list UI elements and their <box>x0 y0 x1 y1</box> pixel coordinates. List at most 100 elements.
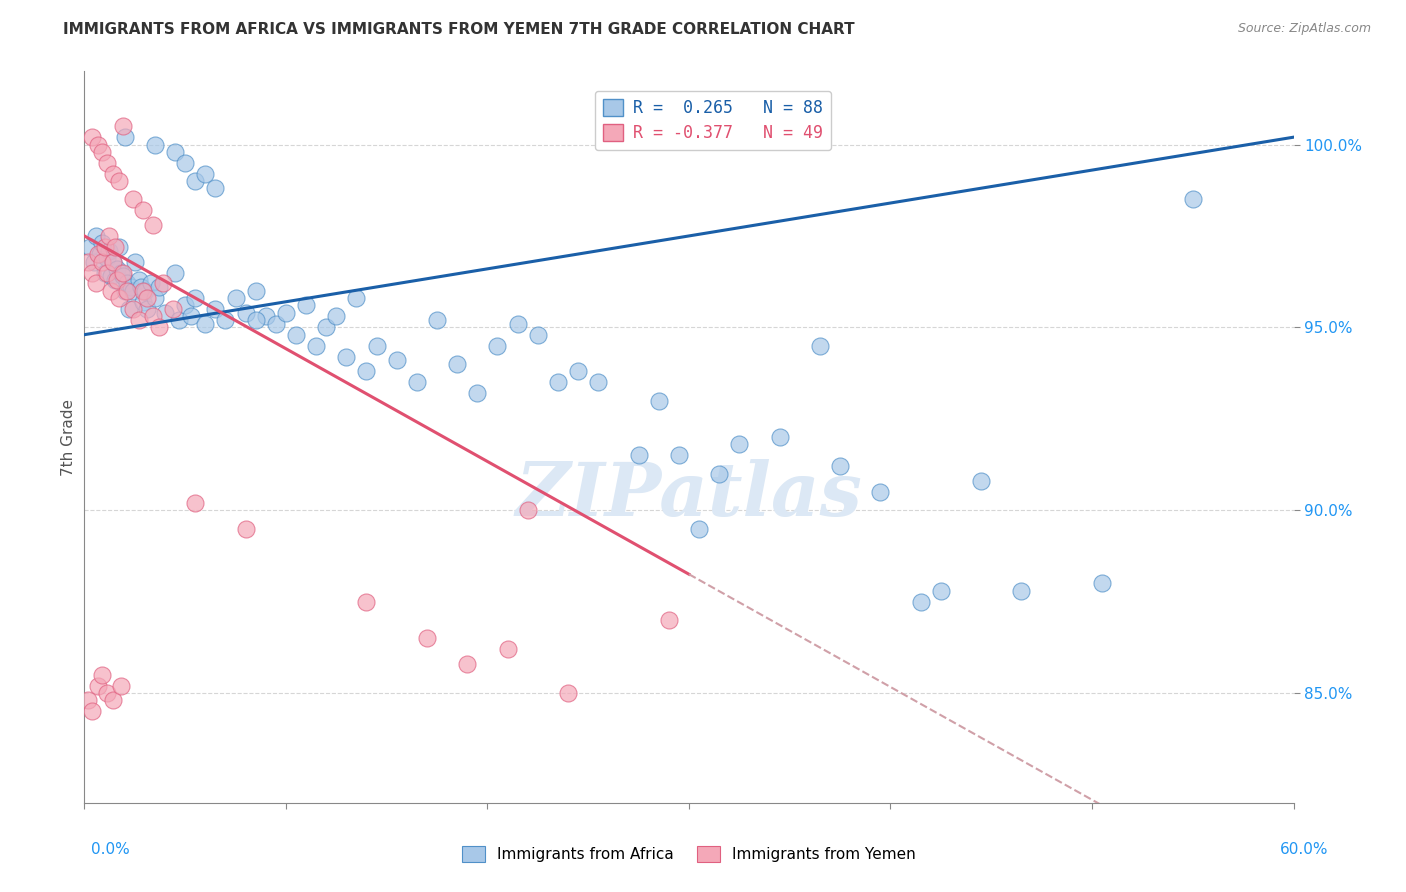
Point <box>96 266 118 280</box>
Point <box>167 313 190 327</box>
Point <box>114 130 136 145</box>
Point <box>107 240 129 254</box>
Point <box>162 302 184 317</box>
Legend: Immigrants from Africa, Immigrants from Yemen: Immigrants from Africa, Immigrants from … <box>456 840 922 868</box>
Point <box>305 339 328 353</box>
Point <box>114 284 136 298</box>
Point <box>174 298 197 312</box>
Point <box>143 137 166 152</box>
Text: ZIPatlas: ZIPatlas <box>516 459 862 532</box>
Point <box>184 291 207 305</box>
Point <box>709 467 731 481</box>
Point <box>416 632 439 646</box>
Point <box>97 229 120 244</box>
Point <box>557 686 579 700</box>
Point <box>658 613 681 627</box>
Point <box>83 254 105 268</box>
Point <box>110 679 132 693</box>
Point <box>808 339 831 353</box>
Point <box>128 313 150 327</box>
Point <box>128 273 150 287</box>
Point <box>467 386 489 401</box>
Point <box>970 474 993 488</box>
Point <box>96 156 118 170</box>
Point <box>627 449 650 463</box>
Point <box>121 193 143 207</box>
Point <box>82 266 104 280</box>
Point <box>184 496 207 510</box>
Point <box>214 313 236 327</box>
Point <box>132 203 155 218</box>
Text: Source: ZipAtlas.com: Source: ZipAtlas.com <box>1237 22 1371 36</box>
Point <box>180 310 202 324</box>
Point <box>204 181 226 195</box>
Point <box>91 145 114 159</box>
Point <box>100 284 122 298</box>
Point <box>688 522 710 536</box>
Point <box>426 313 449 327</box>
Point <box>105 273 128 287</box>
Point <box>101 693 124 707</box>
Point <box>121 284 143 298</box>
Point <box>204 302 226 317</box>
Point <box>82 705 104 719</box>
Point <box>129 280 152 294</box>
Point <box>110 266 132 280</box>
Point <box>77 254 100 268</box>
Point <box>142 218 165 232</box>
Point <box>96 686 118 700</box>
Point <box>101 254 124 268</box>
Point <box>111 266 134 280</box>
Point <box>406 376 429 390</box>
Point <box>165 266 187 280</box>
Point <box>107 291 129 305</box>
Point <box>274 306 297 320</box>
Point <box>82 130 104 145</box>
Point <box>194 317 217 331</box>
Point <box>446 357 468 371</box>
Point <box>115 277 138 291</box>
Point <box>139 277 162 291</box>
Point <box>830 459 852 474</box>
Point <box>107 174 129 188</box>
Point <box>135 302 157 317</box>
Point <box>225 291 247 305</box>
Point <box>91 668 114 682</box>
Point <box>910 595 932 609</box>
Point <box>97 244 120 258</box>
Point <box>335 350 357 364</box>
Point <box>104 273 127 287</box>
Point <box>245 284 267 298</box>
Point <box>245 313 267 327</box>
Point <box>165 145 187 159</box>
Point <box>86 229 108 244</box>
Point <box>769 430 792 444</box>
Point <box>728 437 751 451</box>
Point <box>101 167 124 181</box>
Point <box>153 306 176 320</box>
Point <box>135 291 157 305</box>
Point <box>86 277 108 291</box>
Point <box>118 302 141 317</box>
Point <box>496 642 519 657</box>
Text: 60.0%: 60.0% <box>1281 842 1329 856</box>
Point <box>93 240 115 254</box>
Point <box>285 327 308 342</box>
Point <box>295 298 318 312</box>
Point <box>456 657 478 671</box>
Point <box>152 277 174 291</box>
Point <box>87 247 110 261</box>
Point <box>93 266 115 280</box>
Point <box>142 310 165 324</box>
Point <box>184 174 207 188</box>
Point <box>115 284 138 298</box>
Point <box>385 353 408 368</box>
Point <box>194 167 217 181</box>
Point <box>132 294 155 309</box>
Point <box>104 240 127 254</box>
Point <box>101 254 124 268</box>
Text: 0.0%: 0.0% <box>91 842 131 856</box>
Point <box>1181 193 1204 207</box>
Point <box>148 280 170 294</box>
Point <box>346 291 368 305</box>
